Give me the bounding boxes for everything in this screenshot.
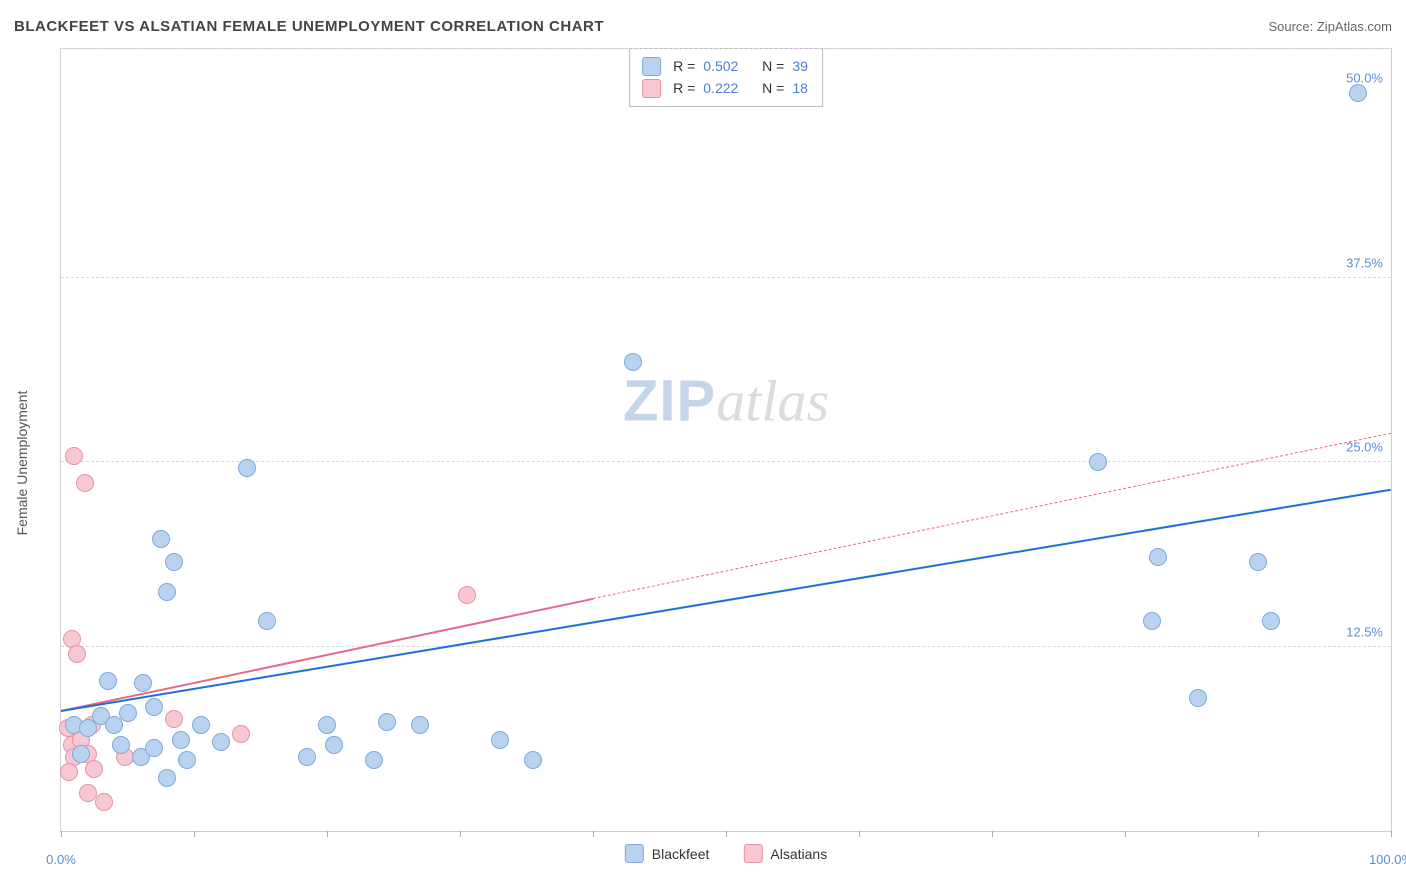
- data-point-blackfeet: [165, 553, 183, 571]
- n-value-alsatians: 18: [792, 77, 808, 99]
- swatch-alsatians: [642, 79, 661, 98]
- watermark-zip: ZIP: [623, 368, 716, 433]
- n-value-blackfeet: 39: [792, 55, 808, 77]
- data-point-alsatians: [165, 710, 183, 728]
- legend-item-blackfeet: Blackfeet: [625, 844, 710, 863]
- data-point-blackfeet: [325, 736, 343, 754]
- chart-header: BLACKFEET VS ALSATIAN FEMALE UNEMPLOYMEN…: [14, 18, 1392, 35]
- data-point-blackfeet: [158, 769, 176, 787]
- correlation-stats-box: R = 0.502 N = 39 R = 0.222 N = 18: [629, 48, 823, 107]
- data-point-alsatians: [85, 760, 103, 778]
- data-point-blackfeet: [1262, 612, 1280, 630]
- data-point-alsatians: [95, 793, 113, 811]
- gridline: [61, 48, 1391, 49]
- r-label: R =: [673, 77, 695, 99]
- x-tick-mark: [61, 831, 62, 837]
- data-point-blackfeet: [238, 459, 256, 477]
- watermark-atlas: atlas: [716, 368, 829, 433]
- data-point-blackfeet: [1089, 453, 1107, 471]
- stats-row-alsatians: R = 0.222 N = 18: [642, 77, 808, 99]
- x-tick-mark: [859, 831, 860, 837]
- x-tick-mark: [1125, 831, 1126, 837]
- chart-title: BLACKFEET VS ALSATIAN FEMALE UNEMPLOYMEN…: [14, 18, 604, 35]
- n-label: N =: [762, 77, 784, 99]
- data-point-blackfeet: [134, 674, 152, 692]
- n-label: N =: [762, 55, 784, 77]
- data-point-blackfeet: [491, 731, 509, 749]
- x-tick-mark: [593, 831, 594, 837]
- x-tick-mark: [1258, 831, 1259, 837]
- watermark: ZIPatlas: [623, 367, 829, 434]
- swatch-blackfeet: [642, 57, 661, 76]
- gridline: [61, 277, 1391, 278]
- y-axis-label: Female Unemployment: [14, 391, 30, 536]
- data-point-alsatians: [65, 447, 83, 465]
- trend-line: [593, 433, 1391, 599]
- data-point-blackfeet: [1189, 689, 1207, 707]
- data-point-blackfeet: [411, 716, 429, 734]
- legend-label-blackfeet: Blackfeet: [652, 846, 710, 862]
- x-tick-mark: [1391, 831, 1392, 837]
- trend-line: [61, 489, 1391, 712]
- data-point-blackfeet: [365, 751, 383, 769]
- data-point-blackfeet: [318, 716, 336, 734]
- r-value-alsatians: 0.222: [703, 77, 738, 99]
- r-value-blackfeet: 0.502: [703, 55, 738, 77]
- data-point-blackfeet: [212, 733, 230, 751]
- r-label: R =: [673, 55, 695, 77]
- data-point-blackfeet: [524, 751, 542, 769]
- data-point-blackfeet: [1143, 612, 1161, 630]
- data-point-blackfeet: [1349, 84, 1367, 102]
- source-attribution: Source: ZipAtlas.com: [1268, 19, 1392, 34]
- trend-line: [61, 598, 593, 712]
- x-tick-mark: [992, 831, 993, 837]
- x-tick-mark: [460, 831, 461, 837]
- legend-swatch-alsatians: [743, 844, 762, 863]
- stats-row-blackfeet: R = 0.502 N = 39: [642, 55, 808, 77]
- data-point-blackfeet: [178, 751, 196, 769]
- plot-area: ZIPatlas R = 0.502 N = 39 R = 0.222 N = …: [60, 48, 1392, 832]
- data-point-blackfeet: [112, 736, 130, 754]
- data-point-blackfeet: [1149, 548, 1167, 566]
- legend-item-alsatians: Alsatians: [743, 844, 827, 863]
- y-tick-label: 37.5%: [1346, 255, 1383, 270]
- gridline: [61, 461, 1391, 462]
- data-point-alsatians: [232, 725, 250, 743]
- legend-swatch-blackfeet: [625, 844, 644, 863]
- data-point-blackfeet: [158, 583, 176, 601]
- data-point-blackfeet: [298, 748, 316, 766]
- data-point-alsatians: [60, 763, 78, 781]
- data-point-blackfeet: [378, 713, 396, 731]
- data-point-blackfeet: [152, 530, 170, 548]
- y-tick-label: 12.5%: [1346, 624, 1383, 639]
- x-tick-mark: [327, 831, 328, 837]
- data-point-blackfeet: [119, 704, 137, 722]
- data-point-blackfeet: [72, 745, 90, 763]
- x-axis-max-label: 100.0%: [1369, 852, 1406, 867]
- data-point-blackfeet: [192, 716, 210, 734]
- data-point-blackfeet: [145, 739, 163, 757]
- data-point-blackfeet: [99, 672, 117, 690]
- legend-label-alsatians: Alsatians: [770, 846, 827, 862]
- chart-container: Female Unemployment ZIPatlas R = 0.502 N…: [14, 48, 1392, 878]
- data-point-blackfeet: [145, 698, 163, 716]
- data-point-blackfeet: [624, 353, 642, 371]
- data-point-blackfeet: [172, 731, 190, 749]
- data-point-alsatians: [68, 645, 86, 663]
- y-tick-label: 50.0%: [1346, 71, 1383, 86]
- source-link[interactable]: ZipAtlas.com: [1317, 19, 1392, 34]
- data-point-alsatians: [76, 474, 94, 492]
- x-tick-mark: [194, 831, 195, 837]
- source-prefix: Source:: [1268, 19, 1316, 34]
- legend: Blackfeet Alsatians: [625, 844, 827, 863]
- x-axis-min-label: 0.0%: [46, 852, 76, 867]
- data-point-alsatians: [458, 586, 476, 604]
- data-point-blackfeet: [1249, 553, 1267, 571]
- gridline: [61, 646, 1391, 647]
- data-point-blackfeet: [258, 612, 276, 630]
- x-tick-mark: [726, 831, 727, 837]
